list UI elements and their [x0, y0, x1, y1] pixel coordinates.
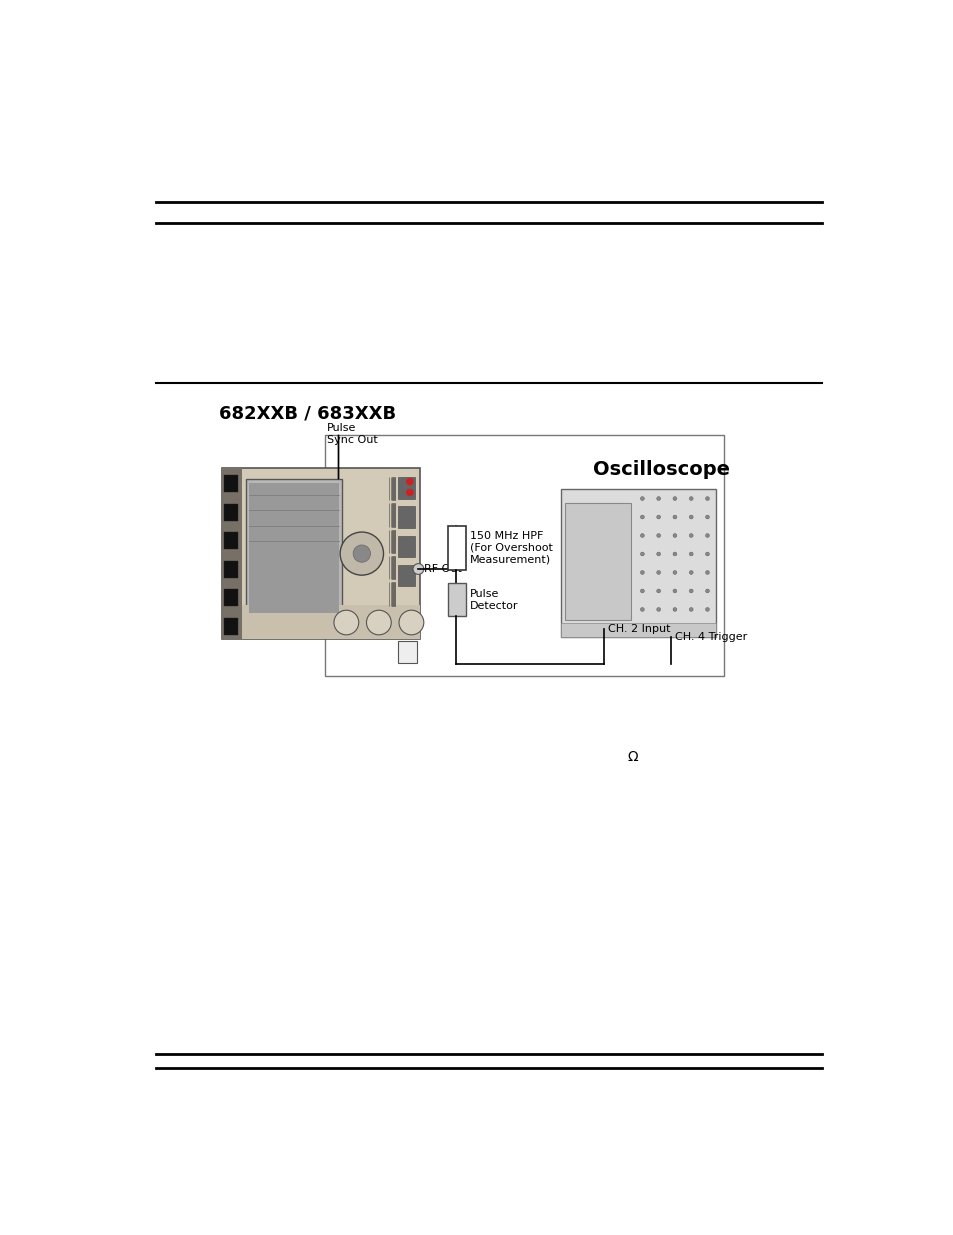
Circle shape [705, 515, 709, 519]
Circle shape [672, 534, 676, 537]
Circle shape [688, 589, 693, 593]
Bar [397, 536, 415, 557]
Bar [397, 564, 415, 587]
Text: Pulse
Detector: Pulse Detector [470, 589, 518, 610]
Circle shape [656, 534, 659, 537]
Circle shape [334, 610, 358, 635]
Circle shape [688, 534, 693, 537]
Circle shape [688, 515, 693, 519]
Circle shape [639, 552, 643, 556]
Circle shape [672, 496, 676, 500]
Bar [560, 489, 716, 637]
Text: 682XXB / 683XXB: 682XXB / 683XXB [219, 405, 395, 422]
Circle shape [705, 496, 709, 500]
Circle shape [705, 552, 709, 556]
Circle shape [340, 532, 383, 576]
Circle shape [639, 571, 643, 574]
Circle shape [688, 496, 693, 500]
Circle shape [656, 589, 659, 593]
Bar [564, 503, 630, 620]
Bar [447, 526, 466, 571]
Circle shape [639, 496, 643, 500]
Bar [224, 589, 237, 606]
Bar [397, 641, 416, 662]
Circle shape [366, 610, 391, 635]
Circle shape [406, 489, 413, 495]
Bar [224, 532, 237, 550]
Text: CH. 2 Input: CH. 2 Input [608, 625, 670, 635]
Circle shape [413, 563, 423, 574]
Circle shape [705, 608, 709, 611]
Circle shape [656, 552, 659, 556]
Bar [224, 561, 237, 578]
Circle shape [705, 534, 709, 537]
Circle shape [639, 589, 643, 593]
Bar [224, 618, 237, 635]
Text: CH. 4 Trigger: CH. 4 Trigger [674, 632, 746, 642]
Bar [249, 483, 338, 613]
Circle shape [672, 571, 676, 574]
Bar [221, 468, 419, 640]
Text: Oscilloscope: Oscilloscope [593, 461, 729, 479]
Bar [241, 605, 419, 640]
Text: Ω: Ω [627, 750, 638, 763]
Text: 150 MHz HPF
(For Overshoot
Measurement): 150 MHz HPF (For Overshoot Measurement) [470, 531, 553, 564]
Bar [560, 624, 716, 637]
Text: RF Out: RF Out [423, 564, 461, 574]
Bar [397, 477, 415, 499]
Bar [324, 435, 723, 677]
Circle shape [656, 608, 659, 611]
Bar [397, 506, 415, 527]
Circle shape [672, 589, 676, 593]
Circle shape [639, 515, 643, 519]
Bar [447, 583, 466, 616]
Circle shape [688, 608, 693, 611]
Circle shape [688, 571, 693, 574]
Circle shape [406, 478, 413, 484]
Circle shape [705, 571, 709, 574]
Circle shape [672, 552, 676, 556]
Circle shape [656, 496, 659, 500]
Circle shape [688, 552, 693, 556]
Bar [221, 468, 241, 640]
Bar [245, 479, 342, 616]
Bar [224, 475, 237, 493]
Text: Pulse
Sync Out: Pulse Sync Out [327, 424, 377, 445]
Bar [224, 504, 237, 521]
Circle shape [656, 515, 659, 519]
Circle shape [656, 571, 659, 574]
Circle shape [639, 534, 643, 537]
Circle shape [672, 515, 676, 519]
Circle shape [672, 608, 676, 611]
Circle shape [705, 589, 709, 593]
Circle shape [353, 545, 370, 562]
Circle shape [398, 610, 423, 635]
Circle shape [639, 608, 643, 611]
